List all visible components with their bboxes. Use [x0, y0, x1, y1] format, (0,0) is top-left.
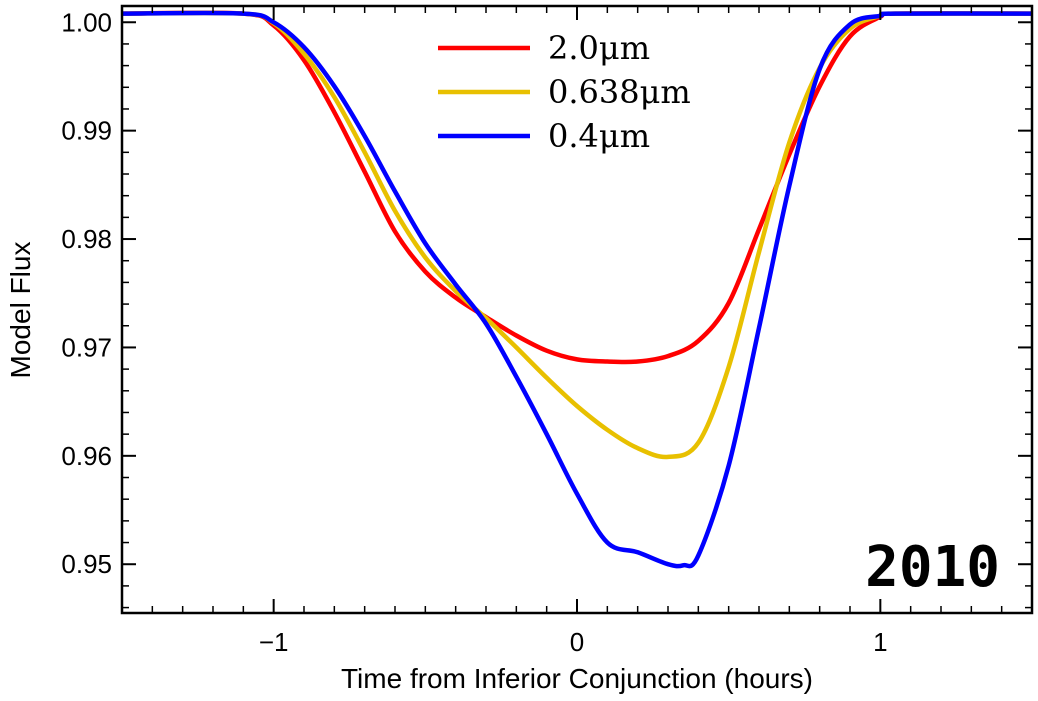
- y-tick-label: 0.99: [61, 116, 112, 146]
- y-tick-label: 0.96: [61, 441, 112, 471]
- y-tick-label: 0.97: [61, 332, 112, 362]
- y-tick-label: 1.00: [61, 7, 112, 37]
- legend-label-2: 0.638μm: [548, 73, 691, 111]
- x-tick-label: 0: [570, 627, 584, 657]
- y-tick-label: 0.95: [61, 549, 112, 579]
- series-layer: [121, 10, 1033, 569]
- legend-label-3: 0.4μm: [548, 117, 650, 155]
- tick-layer: −1 0 1 0.95 0.96 0.97 0.98 0.99 1.00: [61, 6, 1033, 657]
- x-axis-label: Time from Inferior Conjunction (hours): [341, 663, 813, 694]
- legend-label-1: 2.0μm: [548, 29, 650, 67]
- annotation-year: 2010: [865, 535, 1000, 600]
- y-tick-label: 0.98: [61, 224, 112, 254]
- x-tick-label: −1: [259, 627, 289, 657]
- series-line-3: [121, 10, 1033, 569]
- x-tick-label: 1: [873, 627, 887, 657]
- series-line-1: [121, 10, 1033, 365]
- y-axis-label: Model Flux: [5, 242, 36, 379]
- legend: 2.0μm 0.638μm 0.4μm: [438, 29, 691, 155]
